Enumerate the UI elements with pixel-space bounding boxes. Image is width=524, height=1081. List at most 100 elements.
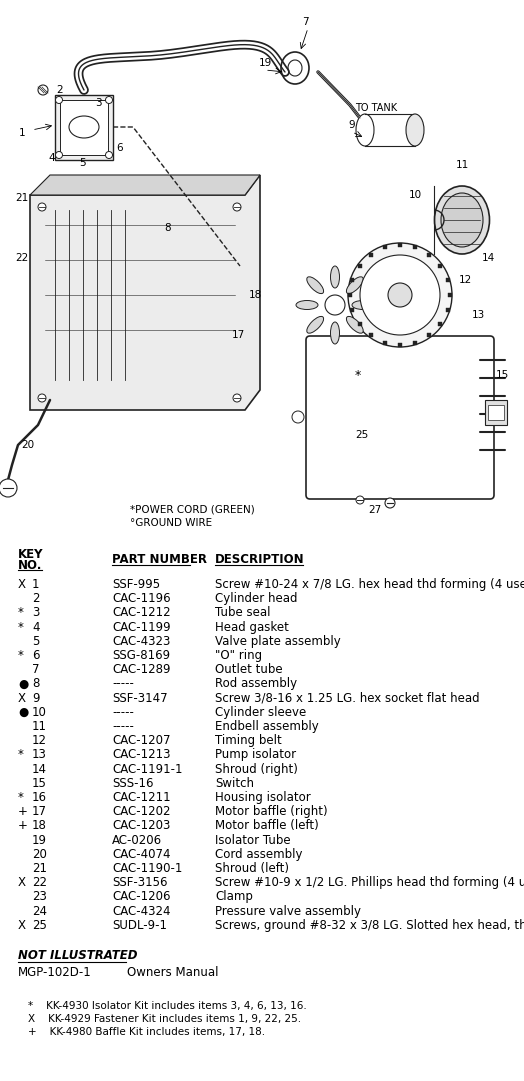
Ellipse shape: [331, 266, 340, 288]
Bar: [445, 278, 450, 281]
Text: 12: 12: [458, 275, 472, 285]
Text: Cylinder sleeve: Cylinder sleeve: [215, 706, 306, 719]
Text: CAC-1202: CAC-1202: [112, 805, 170, 818]
Bar: [383, 341, 387, 345]
Text: CAC-1211: CAC-1211: [112, 791, 171, 804]
Text: *: *: [18, 791, 24, 804]
Text: SSG-8169: SSG-8169: [112, 649, 170, 662]
Text: 20: 20: [21, 440, 35, 450]
Text: Valve plate assembly: Valve plate assembly: [215, 635, 341, 648]
Text: Timing belt: Timing belt: [215, 734, 282, 747]
Text: Outlet tube: Outlet tube: [215, 664, 282, 677]
Bar: [428, 253, 431, 256]
Circle shape: [38, 393, 46, 402]
Text: 9: 9: [348, 120, 355, 130]
Text: 1: 1: [19, 128, 25, 138]
Text: 25: 25: [32, 919, 47, 932]
Text: Head gasket: Head gasket: [215, 620, 289, 633]
Bar: [439, 264, 442, 268]
Text: 23: 23: [32, 891, 47, 904]
Text: CAC-1190-1: CAC-1190-1: [112, 862, 182, 875]
Text: MGP-102D-1: MGP-102D-1: [18, 966, 92, 979]
Text: Owners Manual: Owners Manual: [127, 966, 219, 979]
Text: Clamp: Clamp: [215, 891, 253, 904]
Text: *POWER CORD (GREEN): *POWER CORD (GREEN): [130, 505, 255, 515]
Text: 20: 20: [32, 848, 47, 860]
Text: 24: 24: [32, 905, 47, 918]
Text: 14: 14: [32, 762, 47, 775]
Text: Cord assembly: Cord assembly: [215, 848, 302, 860]
Text: Screw #10-9 x 1/2 LG. Phillips head thd forming (4 used): Screw #10-9 x 1/2 LG. Phillips head thd …: [215, 877, 524, 890]
Polygon shape: [30, 175, 260, 410]
Ellipse shape: [69, 116, 99, 138]
Circle shape: [325, 295, 345, 315]
Bar: [60, 101, 108, 155]
Text: 13: 13: [472, 310, 485, 320]
Text: 14: 14: [482, 253, 495, 263]
Bar: [413, 341, 418, 345]
Ellipse shape: [346, 277, 363, 294]
Text: CAC-1212: CAC-1212: [112, 606, 171, 619]
Circle shape: [233, 203, 241, 211]
Bar: [398, 243, 402, 246]
Text: X: X: [18, 692, 26, 705]
Text: CAC-4323: CAC-4323: [112, 635, 170, 648]
Polygon shape: [30, 175, 260, 195]
Text: CAC-4074: CAC-4074: [112, 848, 170, 860]
Text: Motor baffle (right): Motor baffle (right): [215, 805, 328, 818]
Bar: [445, 308, 450, 312]
Bar: [357, 322, 362, 326]
Text: *: *: [18, 606, 24, 619]
Text: -----: -----: [112, 678, 134, 691]
Text: CAC-1213: CAC-1213: [112, 748, 170, 761]
Text: X: X: [18, 877, 26, 890]
Text: 8: 8: [165, 223, 171, 233]
Text: 11: 11: [32, 720, 47, 733]
Circle shape: [105, 151, 113, 159]
Text: *    KK-4930 Isolator Kit includes items 3, 4, 6, 13, 16.: * KK-4930 Isolator Kit includes items 3,…: [28, 1001, 307, 1011]
Text: 25: 25: [355, 430, 368, 440]
Text: °GROUND WIRE: °GROUND WIRE: [130, 518, 212, 528]
Circle shape: [56, 151, 62, 159]
Bar: [488, 405, 504, 421]
Circle shape: [105, 96, 113, 104]
Text: Pump isolator: Pump isolator: [215, 748, 296, 761]
Text: 22: 22: [32, 877, 47, 890]
Text: CAC-1203: CAC-1203: [112, 819, 170, 832]
Text: +: +: [18, 805, 28, 818]
Circle shape: [348, 243, 452, 347]
Text: 13: 13: [32, 748, 47, 761]
Text: 7: 7: [302, 17, 308, 27]
Text: +: +: [18, 819, 28, 832]
Text: KEY: KEY: [18, 548, 43, 561]
Text: Isolator Tube: Isolator Tube: [215, 833, 291, 846]
Bar: [368, 333, 373, 337]
Bar: [348, 293, 352, 297]
Circle shape: [356, 496, 364, 504]
Text: Screw #10-24 x 7/8 LG. hex head thd forming (4 used): Screw #10-24 x 7/8 LG. hex head thd form…: [215, 578, 524, 591]
Text: *: *: [18, 620, 24, 633]
Text: SSF-3156: SSF-3156: [112, 877, 168, 890]
Text: CAC-1206: CAC-1206: [112, 891, 170, 904]
Ellipse shape: [352, 301, 374, 309]
Text: DESCRIPTION: DESCRIPTION: [215, 553, 304, 566]
Text: SSF-3147: SSF-3147: [112, 692, 168, 705]
Text: *: *: [355, 369, 361, 382]
Circle shape: [0, 479, 17, 497]
Text: 6: 6: [117, 143, 123, 154]
Text: X    KK-4929 Fastener Kit includes items 1, 9, 22, 25.: X KK-4929 Fastener Kit includes items 1,…: [28, 1014, 301, 1024]
Circle shape: [292, 411, 304, 423]
Bar: [413, 245, 418, 250]
Text: 6: 6: [32, 649, 39, 662]
Bar: [55, 95, 113, 160]
Text: *: *: [18, 649, 24, 662]
Bar: [357, 264, 362, 268]
Bar: [383, 245, 387, 250]
Text: 11: 11: [455, 160, 468, 170]
Ellipse shape: [331, 322, 340, 344]
Text: Cylinder head: Cylinder head: [215, 592, 298, 605]
Ellipse shape: [307, 317, 324, 333]
Bar: [351, 308, 354, 312]
Text: Rod assembly: Rod assembly: [215, 678, 297, 691]
Text: 22: 22: [15, 253, 29, 263]
